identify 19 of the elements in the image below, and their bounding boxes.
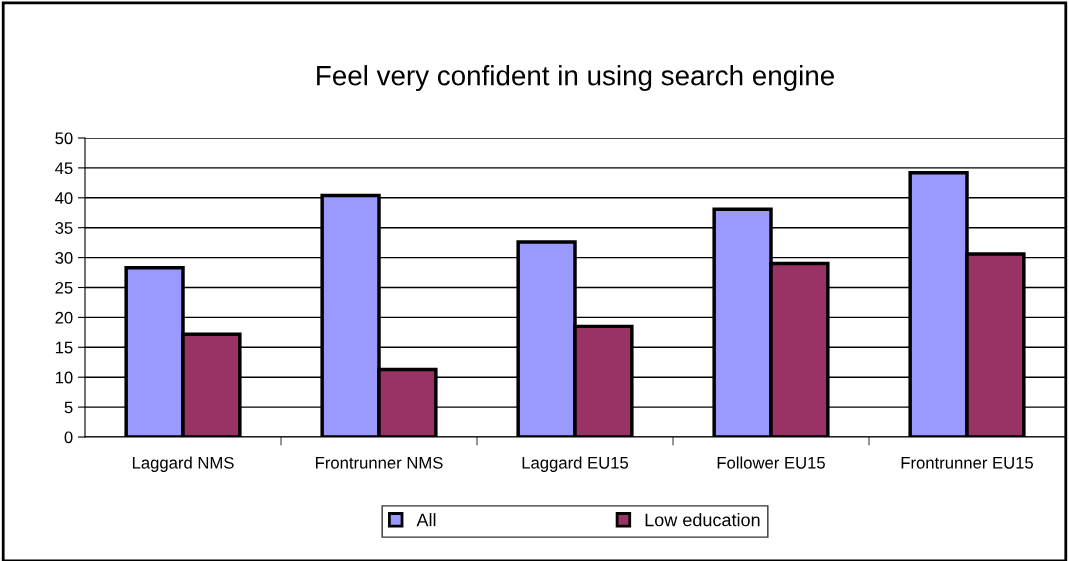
x-tick-label: Frontrunner EU15	[901, 457, 1034, 469]
y-tick-label: 10	[55, 371, 73, 384]
legend-label: All	[416, 513, 436, 527]
y-tick-label: 30	[55, 252, 73, 264]
y-tick-label: 50	[55, 132, 73, 145]
x-tick-label: Laggard NMS	[132, 456, 234, 472]
x-tick-label: Follower EU15	[717, 456, 825, 469]
legend-label: Low education	[645, 513, 760, 527]
y-tick-label: 40	[55, 192, 73, 204]
y-tick-label: 15	[55, 341, 73, 354]
y-tick-label: 35	[55, 222, 73, 234]
y-tick-label: 5	[64, 401, 73, 414]
y-tick-label: 20	[55, 311, 73, 324]
x-tick-label: Frontrunner NMS	[316, 456, 443, 469]
y-tick-label: 0	[64, 431, 73, 444]
x-tick-label: Laggard EU15	[522, 456, 629, 472]
y-tick-label: 45	[55, 162, 73, 175]
chart-title: Feel very confident in using search engine	[317, 65, 834, 91]
y-tick-label: 25	[55, 281, 73, 294]
